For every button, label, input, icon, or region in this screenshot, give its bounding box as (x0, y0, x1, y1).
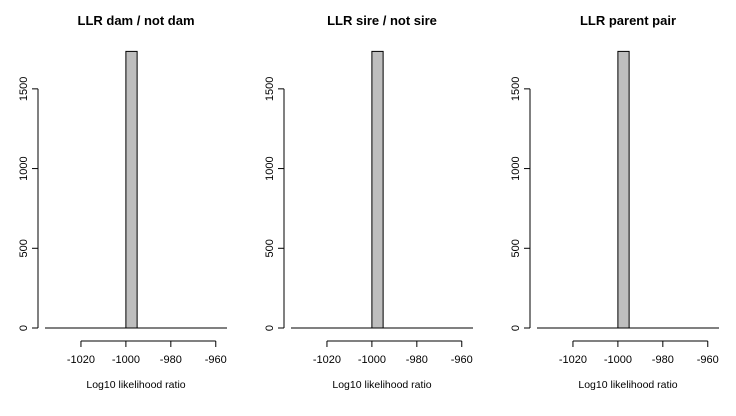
x-axis-label: Log10 likelihood ratio (578, 379, 677, 391)
y-tick-label: 1500 (264, 77, 276, 101)
histogram-panel-2: LLR sire / not sire 0 500 1000 1500 -1020 -100… (264, 13, 473, 391)
y-tick-label: 1500 (510, 77, 522, 101)
x-tick-label: -960 (451, 354, 473, 366)
histogram-bar (617, 50, 630, 329)
y-tick-label: 0 (18, 325, 30, 331)
x-tick-label: -980 (160, 354, 182, 366)
x-tick-label: -1000 (604, 354, 632, 366)
x-tick-label: -1020 (67, 354, 95, 366)
panel-title: LLR parent pair (580, 13, 676, 28)
x-axis-label: Log10 likelihood ratio (332, 379, 431, 391)
y-tick-label: 1000 (264, 156, 276, 180)
x-tick-label: -960 (205, 354, 227, 366)
y-tick-label: 0 (510, 325, 522, 331)
y-tick-label: 1500 (18, 77, 30, 101)
y-tick-label: 1000 (510, 156, 522, 180)
panel-title: LLR sire / not sire (327, 13, 437, 28)
panel-title: LLR dam / not dam (78, 13, 195, 28)
x-tick-label: -980 (406, 354, 428, 366)
x-tick-label: -960 (697, 354, 719, 366)
y-tick-label: 500 (510, 239, 522, 257)
histogram-panel-3: LLR parent pair 0 500 1000 1500 -1020 -1000 -98… (510, 13, 719, 391)
x-tick-label: -1000 (358, 354, 386, 366)
x-tick-label: -1000 (112, 354, 140, 366)
x-tick-label: -1020 (559, 354, 587, 366)
x-tick-label: -1020 (313, 354, 341, 366)
x-tick-label: -980 (652, 354, 674, 366)
y-tick-label: 500 (18, 239, 30, 257)
y-tick-label: 0 (264, 325, 276, 331)
y-tick-label: 1000 (18, 156, 30, 180)
y-tick-label: 500 (264, 239, 276, 257)
histogram-bar (371, 50, 384, 329)
x-axis-label: Log10 likelihood ratio (86, 379, 185, 391)
histogram-panel-1: LLR dam / not dam 0 500 1000 1500 -1020 -1000 -… (18, 13, 227, 391)
histogram-bar (125, 50, 138, 329)
